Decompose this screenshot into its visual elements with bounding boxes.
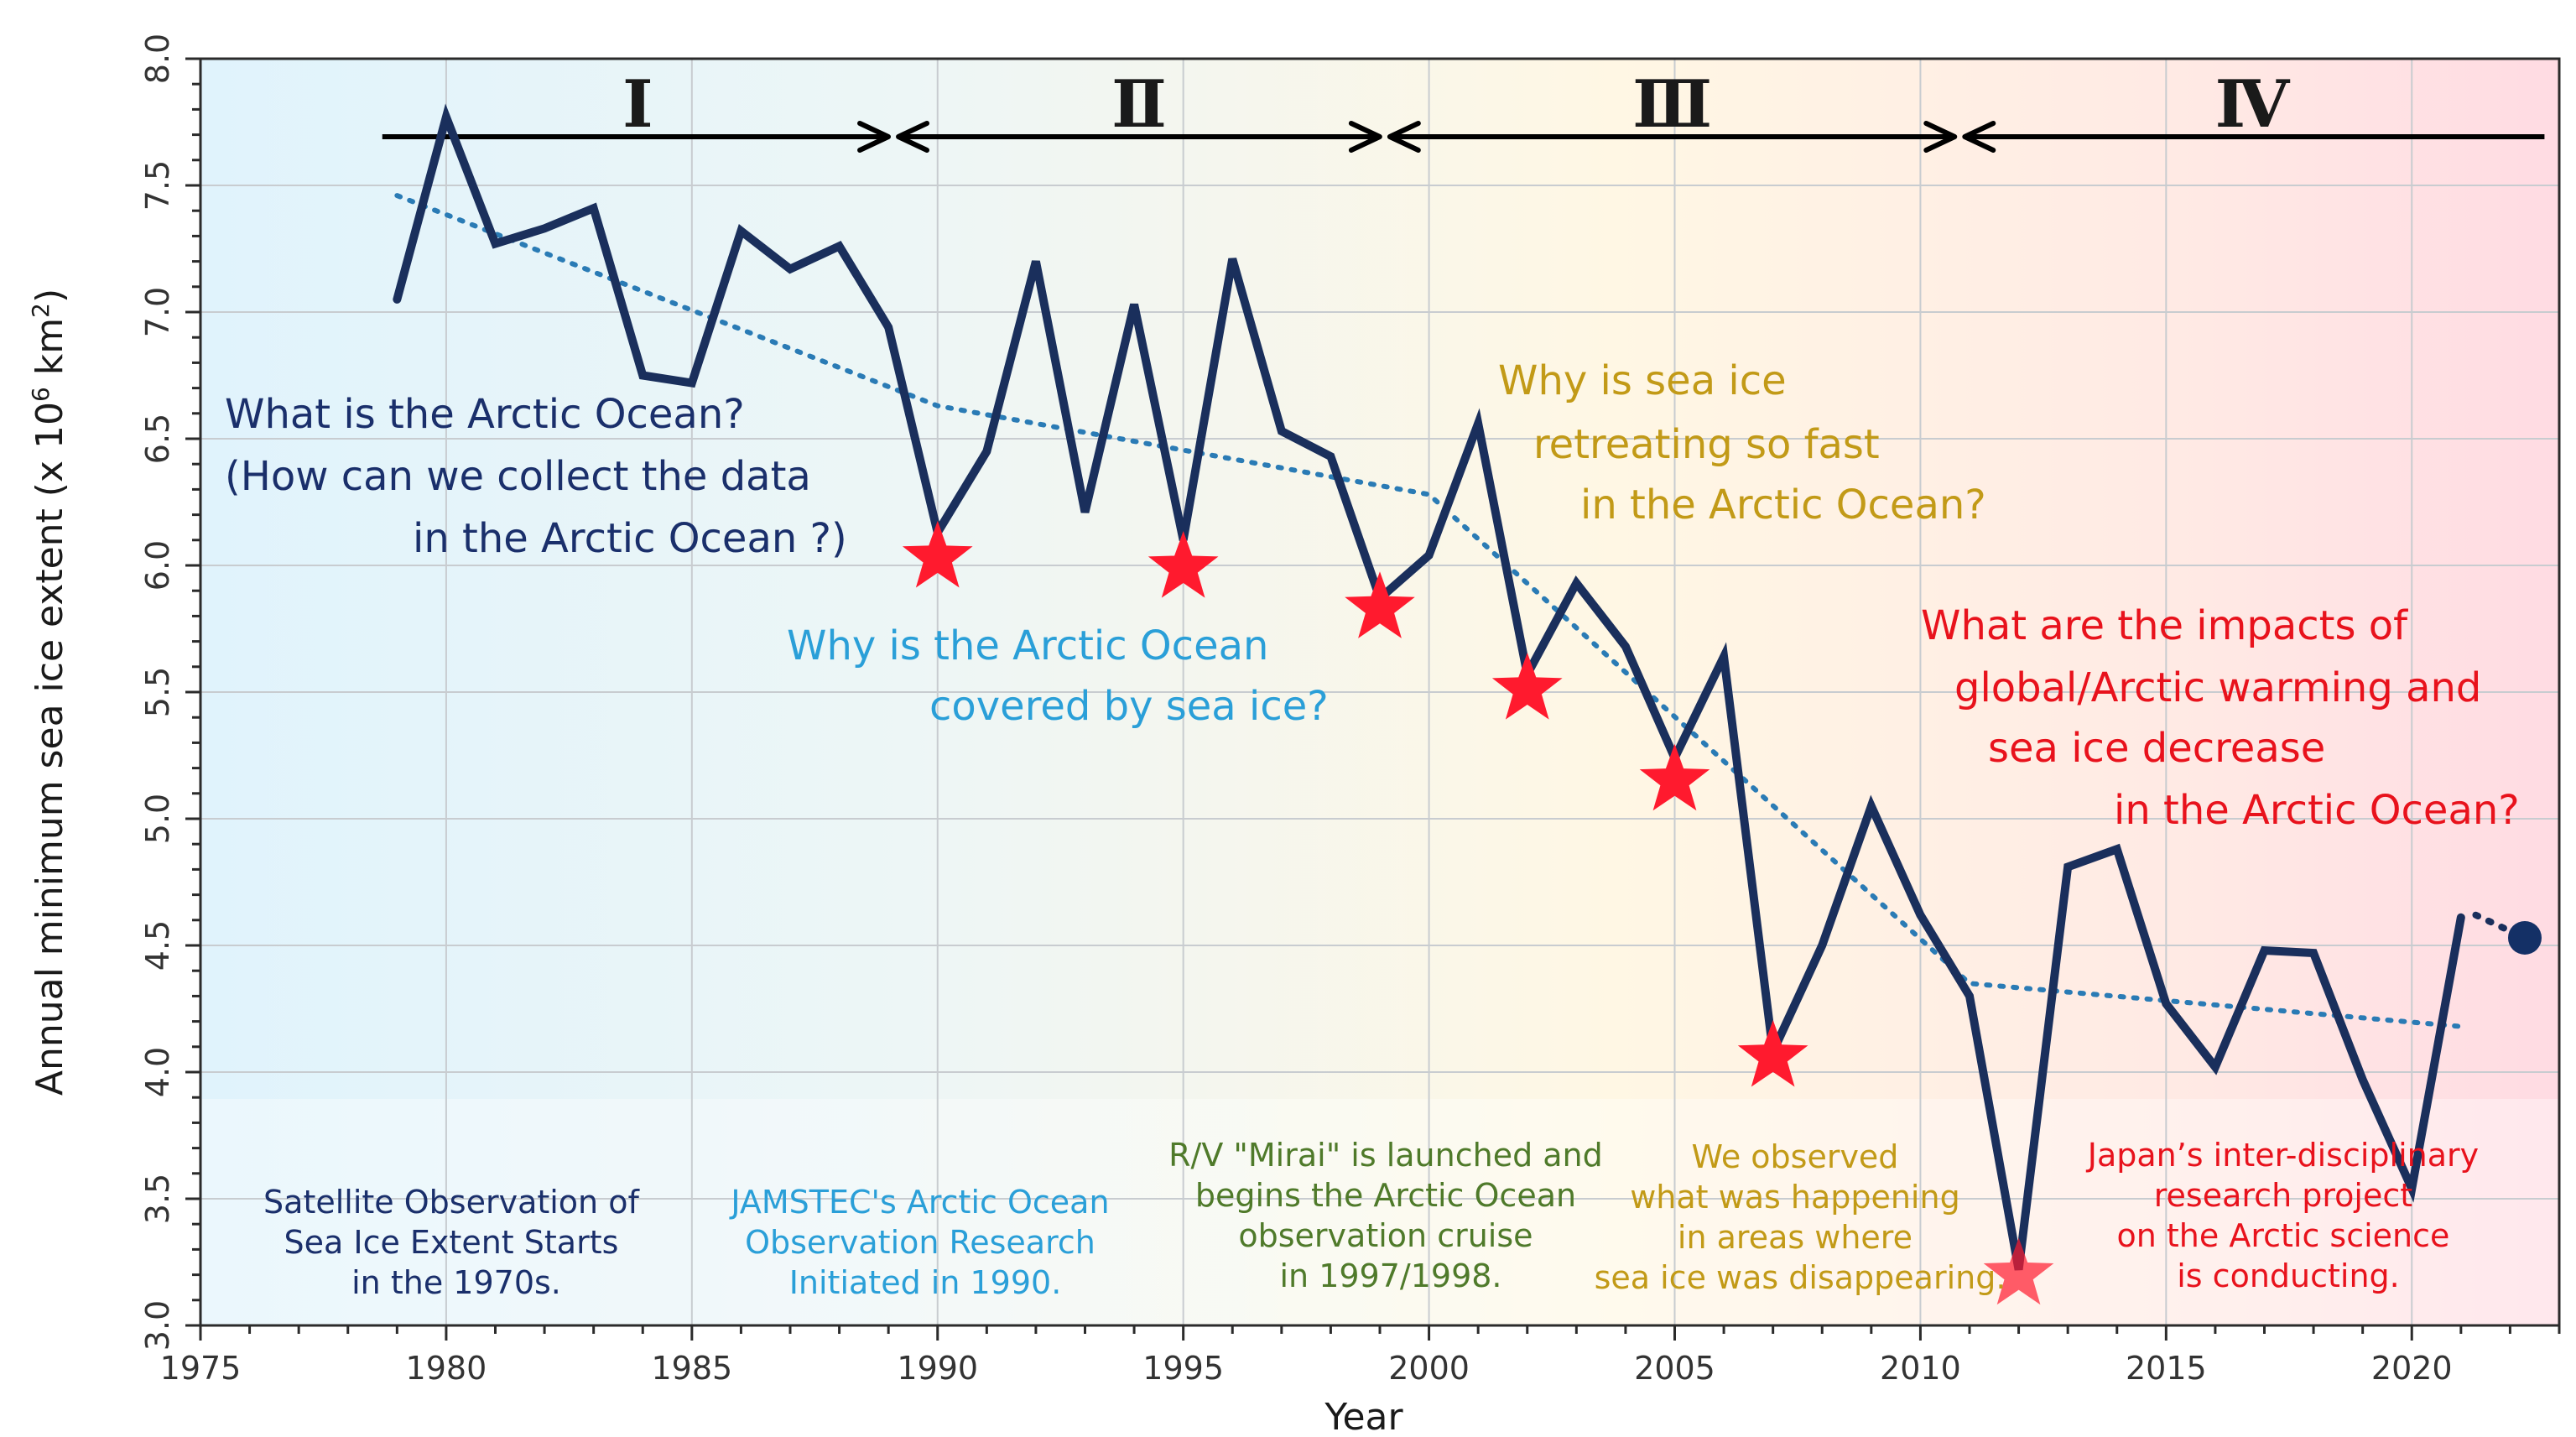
- star-markers: [902, 520, 2054, 1305]
- extent-line-path: [393, 103, 2465, 1271]
- x-tick-label: 1985: [651, 1350, 732, 1387]
- x-tick-label: 1975: [160, 1350, 242, 1387]
- period-label: Ⅰ: [622, 66, 653, 143]
- question-impacts: What are the impacts of global/Arctic wa…: [1921, 602, 2520, 834]
- y-tick-label: 6.0: [139, 540, 176, 591]
- y-axis-label: Annual minimum sea ice extent (x 106 km2…: [27, 289, 72, 1096]
- x-tick-label: 1995: [1142, 1350, 1224, 1387]
- x-tick-label: 2020: [2371, 1350, 2453, 1387]
- star-marker: [1147, 531, 1219, 598]
- x-tick-label: 2010: [1880, 1350, 1961, 1387]
- x-tick-label: 1990: [897, 1350, 978, 1387]
- trend-line-path: [394, 193, 2464, 1029]
- period-label: Ⅳ: [2215, 66, 2291, 143]
- star-marker: [1345, 571, 1415, 638]
- y-axis-label-exponent: 6: [27, 387, 55, 402]
- question-arctic-ocean: What is the Arctic Ocean? (How can we co…: [225, 391, 847, 562]
- period-arrow-head: [896, 121, 930, 153]
- question-covered-by-sea-ice: Why is the Arctic Ocean covered by sea i…: [787, 622, 1329, 730]
- period-arrow-head: [1387, 121, 1421, 153]
- y-tick-label: 5.5: [139, 667, 176, 717]
- note-japan-project: Japan’s inter-disciplinary research proj…: [2086, 1137, 2490, 1294]
- y-tick-label: 3.0: [139, 1300, 176, 1351]
- period-arrow-head: [1923, 121, 1958, 153]
- end-marker-circle: [2507, 920, 2542, 955]
- note-satellite: Satellite Observation of Sea Ice Extent …: [263, 1184, 649, 1301]
- period-arrow-head: [857, 121, 892, 153]
- period-arrows: Ⅰ Ⅱ Ⅲ Ⅳ: [382, 66, 2545, 153]
- y-tick-label: 6.5: [139, 414, 176, 464]
- period-arrow-head: [1348, 121, 1382, 153]
- x-axis: 1975 1980 1985 1990 1995 2000 2005 2010 2015 2020: [160, 1325, 2561, 1387]
- y-axis-label-unit-exponent: 2: [27, 303, 55, 318]
- y-tick-label: 5.0: [139, 794, 176, 844]
- star-marker: [1983, 1237, 2054, 1305]
- x-tick-label: 2005: [1634, 1350, 1715, 1387]
- x-tick-label: 1980: [406, 1350, 487, 1387]
- period-arrow-head: [1962, 121, 1996, 153]
- y-tick-label: 4.0: [139, 1047, 176, 1097]
- x-tick-label: 2015: [2126, 1350, 2207, 1387]
- extension-marker: [2472, 911, 2542, 955]
- note-mirai: R/V "Mirai" is launched and begins the A…: [1168, 1137, 1613, 1294]
- period-label: Ⅲ: [1632, 66, 1712, 143]
- star-marker: [1639, 743, 1710, 811]
- x-tick-label: 2000: [1388, 1350, 1470, 1387]
- y-axis: 3.0 3.5 4.0 4.5 5.0 5.5 6.0 6.5 7.0 7.5 8.0: [139, 34, 200, 1351]
- extent-series: [393, 103, 2465, 1271]
- note-jamstec: JAMSTEC's Arctic Ocean Observation Resea…: [729, 1184, 1119, 1301]
- period-label: Ⅱ: [1111, 66, 1167, 143]
- trend-line: [394, 193, 2464, 1029]
- note-observed: We observed what was happening in areas …: [1595, 1138, 2006, 1296]
- x-axis-label: Year: [1324, 1396, 1403, 1437]
- y-tick-label: 7.5: [139, 160, 176, 211]
- y-tick-label: 7.0: [139, 287, 176, 337]
- star-marker: [902, 520, 973, 588]
- star-marker: [1491, 653, 1563, 720]
- y-tick-label: 8.0: [139, 34, 176, 84]
- y-tick-label: 3.5: [139, 1174, 176, 1224]
- star-marker: [1737, 1019, 1808, 1087]
- y-tick-label: 4.5: [139, 920, 176, 971]
- question-retreating-fast: Why is sea ice retreating so fast in the…: [1498, 357, 1986, 528]
